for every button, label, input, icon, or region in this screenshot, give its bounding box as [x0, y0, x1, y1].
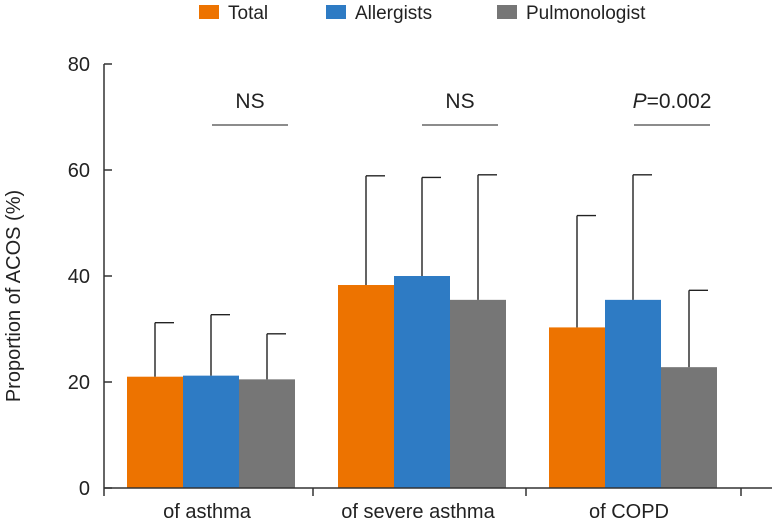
legend-label: Pulmonologist	[526, 3, 646, 24]
bar-pulmonologist-3	[661, 367, 717, 488]
significance-value: NS	[235, 90, 264, 113]
y-tick-label: 40	[68, 266, 90, 288]
bar-total-3	[549, 327, 605, 488]
x-axis: of asthma of severe asthma of COPD	[103, 487, 772, 523]
x-category-label: of severe asthma	[341, 501, 495, 523]
x-category-label: of asthma	[163, 501, 252, 523]
significance-label: NS	[445, 90, 474, 113]
significance-label: NS	[235, 90, 264, 113]
y-tick-label: 0	[79, 478, 90, 500]
legend-swatch-total	[199, 5, 219, 19]
bar-pulmonologist-1	[239, 379, 295, 488]
significance-value: =0.002	[647, 90, 712, 113]
y-axis-title: Proportion of ACOS (%)	[3, 190, 25, 402]
bar-total-1	[127, 376, 183, 488]
bar-pulmonologist-2	[450, 299, 506, 488]
legend-label: Allergists	[355, 3, 432, 24]
bar-allergists-2	[394, 276, 450, 488]
p-symbol: P	[633, 90, 647, 113]
significance-label: P=0.002	[633, 90, 712, 113]
bar-total-2	[338, 285, 394, 488]
y-tick-label: 60	[68, 160, 90, 182]
y-tick-label: 80	[68, 54, 90, 76]
legend-swatch-allergists	[326, 5, 346, 19]
significance-value: NS	[445, 90, 474, 113]
y-tick-label: 20	[68, 372, 90, 394]
legend-label: Total	[228, 3, 268, 24]
bar-allergists-1	[183, 375, 239, 488]
y-axis: 0 20 40 60 80	[68, 54, 112, 500]
legend-swatch-pulmonologist	[497, 5, 517, 19]
significance-annotations: NS NS P=0.002	[212, 90, 712, 126]
legend: Total Allergists Pulmonologist	[199, 3, 646, 24]
x-category-label: of COPD	[589, 501, 669, 523]
bars	[127, 276, 717, 488]
bar-allergists-3	[605, 299, 661, 488]
error-bars	[154, 174, 708, 380]
